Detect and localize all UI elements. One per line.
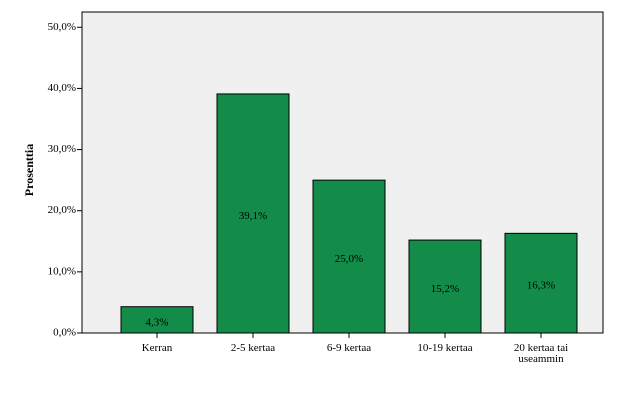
value-label: 39,1% — [239, 210, 267, 222]
value-label: 25,0% — [335, 253, 363, 265]
x-tick-label: Kerran — [141, 342, 173, 354]
y-tick-label: 40,0% — [48, 82, 76, 94]
value-label: 15,2% — [431, 283, 459, 295]
bar — [504, 232, 578, 334]
value-label: 16,3% — [527, 280, 555, 292]
y-tick-label: 10,0% — [48, 265, 76, 277]
y-tick-label: 30,0% — [48, 143, 76, 155]
x-tick-label: 10-19 kertaa — [417, 342, 473, 354]
value-label: 4,3% — [146, 316, 169, 328]
y-axis-label: Prosenttia — [22, 144, 36, 196]
y-tick-label: 50,0% — [48, 21, 76, 33]
y-tick-label: 0,0% — [53, 327, 76, 339]
bar — [120, 306, 194, 334]
x-tick-label: 6-9 kertaa — [326, 342, 372, 354]
bar — [216, 93, 290, 334]
bar — [408, 239, 482, 334]
y-tick-label: 20,0% — [48, 204, 76, 216]
x-tick-label: 20 kertaa tai useammin — [513, 342, 569, 365]
x-tick-label: 2-5 kertaa — [230, 342, 276, 354]
bar — [312, 179, 386, 334]
